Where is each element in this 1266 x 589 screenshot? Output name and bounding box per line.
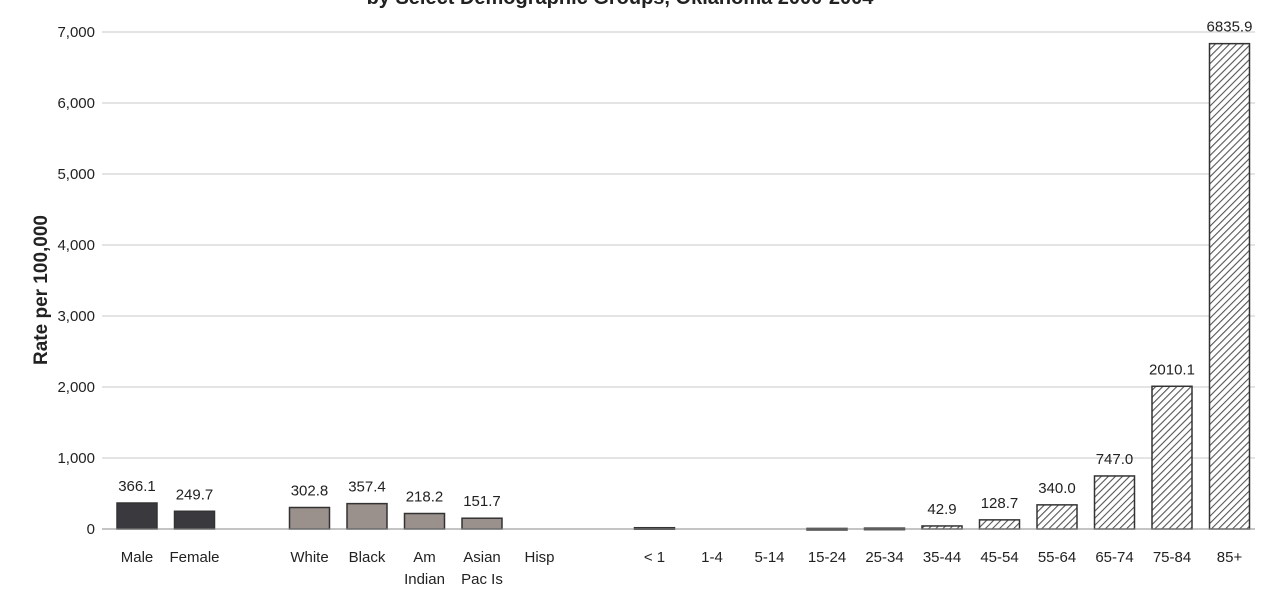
x-axis-ticks: Male Female White Black Am Indian Asian Pac Is H… [121,549,1243,588]
x-tick-label: 35-44 [923,549,961,566]
data-label: 357.4 [348,479,386,496]
x-tick-label: Male [121,549,154,566]
bar-65-74 [1093,475,1136,530]
data-label: 249.7 [176,486,214,503]
bar-45-54 [978,519,1021,530]
data-label: 128.7 [981,495,1019,512]
bar-am-indian [403,512,446,530]
y-tick-label: 5,000 [57,166,95,183]
x-tick-label: Asian Pac Is [461,549,503,588]
x-tick-label: 55-64 [1038,549,1076,566]
bar-female [173,510,216,530]
x-tick-label: Hisp [524,549,554,566]
x-tick-label: 1-4 [701,549,723,566]
data-label: 6835.9 [1207,19,1253,36]
x-tick-label: 5-14 [754,549,784,566]
y-tick-label: 2,000 [57,379,95,396]
bar-55-64 [1036,504,1078,530]
bar-asian-pac-is [461,517,503,530]
bar-male [116,502,158,530]
y-tick-label: 6,000 [57,95,95,112]
x-tick-label: 65-74 [1095,549,1133,566]
bar-black [346,502,388,530]
y-tick-label: 1,000 [57,450,95,467]
data-label: 747.0 [1096,451,1134,468]
y-tick-label: 4,000 [57,237,95,254]
x-tick-label: Am Indian [404,549,445,588]
x-tick-label: 45-54 [980,549,1018,566]
data-labels: 366.1 249.7 302.8 357.4 218.2 151.7 42.9 128.7 3… [118,19,1252,518]
data-label: 366.1 [118,478,156,495]
bars [116,42,1251,531]
data-label: 218.2 [406,489,444,506]
data-label: 302.8 [291,483,329,500]
y-axis-label: Rate per 100,000 [31,215,52,365]
y-tick-label: 3,000 [57,308,95,325]
y-axis-ticks: 0 1,000 2,000 3,000 4,000 5,000 6,000 7,000 [57,24,95,538]
data-label: 340.0 [1038,480,1076,497]
data-label: 2010.1 [1149,361,1195,378]
bar-75-84 [1151,385,1193,530]
x-tick-label: < 1 [644,549,665,566]
x-tick-label: 75-84 [1153,549,1191,566]
x-tick-label: 25-34 [865,549,903,566]
x-tick-label: Black [349,549,386,566]
gridlines [102,31,1255,459]
x-tick-label: 15-24 [808,549,846,566]
x-tick-label: Female [169,549,219,566]
y-tick-label: 7,000 [57,24,95,41]
chart-title: by Select Demographic Groups, Oklahoma 2… [367,0,875,9]
bar-85- [1208,42,1251,530]
data-label: 151.7 [463,493,501,510]
data-label: 42.9 [927,501,956,518]
x-tick-label: White [290,549,328,566]
bar-white [288,506,331,530]
x-tick-label: 85+ [1217,549,1243,566]
y-tick-label: 0 [87,521,95,538]
